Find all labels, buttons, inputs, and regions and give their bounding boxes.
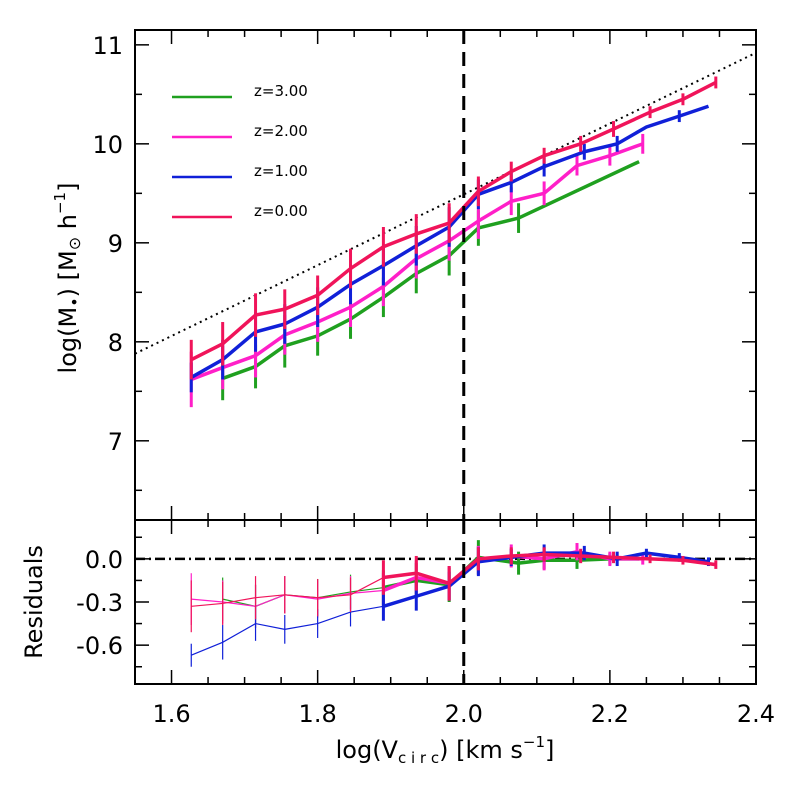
residuals-axes: 1.6 1.8 2.0 2.2 2.4 0.0 -0.3 -0.6 xyxy=(76,520,775,728)
reference-dotted-line xyxy=(135,51,756,355)
y-axis-label: log(M•) [M⊙ h−1] xyxy=(51,183,84,374)
residuals-series xyxy=(135,520,756,684)
legend-label: z=0.00 xyxy=(254,202,308,220)
legend-label: z=3.00 xyxy=(254,82,308,100)
main-plot-frame xyxy=(134,29,757,521)
y-tick-label: -0.6 xyxy=(76,632,123,660)
y-tick-label: 8 xyxy=(108,329,123,357)
y-tick-label: 0.0 xyxy=(85,546,123,574)
series-z=0.00 xyxy=(189,76,718,380)
x-tick-label: 2.4 xyxy=(737,700,775,728)
y-tick-label: 10 xyxy=(92,131,123,159)
y-tick-label: 7 xyxy=(108,428,123,456)
legend: z=3.00 z=2.00 z=1.00 z=0.00 xyxy=(172,82,308,220)
legend-label: z=1.00 xyxy=(254,162,308,180)
y-tick-label: 11 xyxy=(92,32,123,60)
x-tick-label: 2.0 xyxy=(445,700,483,728)
x-axis-label: log(Vc i r c) [km s−1] xyxy=(336,733,555,767)
main-series xyxy=(135,30,756,520)
residual-line-thin xyxy=(191,605,384,656)
x-tick-label: 2.2 xyxy=(591,700,629,728)
legend-label: z=2.00 xyxy=(254,122,308,140)
series-z=3.00 xyxy=(221,160,640,401)
residuals-y-axis-label: Residuals xyxy=(20,545,48,659)
x-tick-label: 1.6 xyxy=(152,700,190,728)
main-panel: 7 8 9 10 11 z=3.00 z=2.00 z=1.00 z=0.00 xyxy=(92,29,757,521)
y-tick-label: -0.3 xyxy=(76,589,123,617)
main-axes: 7 8 9 10 11 xyxy=(92,30,757,520)
y-tick-label: 9 xyxy=(108,230,123,258)
residual-series-z=0.00 xyxy=(190,547,718,633)
residual-series-z=1.00 xyxy=(190,544,711,667)
residuals-panel: 1.6 1.8 2.0 2.2 2.4 0.0 -0.3 -0.6 xyxy=(76,519,775,728)
x-tick-label: 1.8 xyxy=(299,700,337,728)
